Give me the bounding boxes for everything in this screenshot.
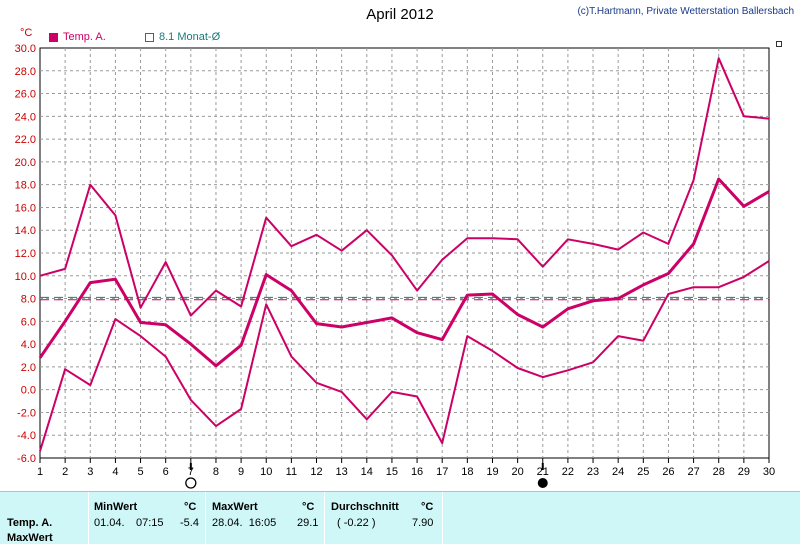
y-tick-label: 18.0 — [15, 180, 36, 192]
y-tick-label: 22.0 — [15, 134, 36, 146]
x-tick-label: 2 — [62, 466, 68, 478]
x-tick-label: 26 — [662, 466, 674, 478]
corner-box-icon — [776, 41, 782, 47]
x-tick-label: 8 — [213, 466, 219, 478]
y-tick-label: 28.0 — [15, 66, 36, 78]
max-datetime: 28.04. 16:05 — [212, 517, 277, 529]
x-tick-label: 19 — [486, 466, 498, 478]
table-divider — [324, 492, 325, 544]
x-tick-label: 13 — [336, 466, 348, 478]
stats-table: Temp. A. MaxWert MinWert °C 01.04. 07:15… — [0, 491, 800, 544]
x-tick-label: 10 — [260, 466, 272, 478]
legend-swatch-temp — [49, 32, 58, 42]
x-tick-label: 27 — [687, 466, 699, 478]
y-tick-label: -4.0 — [17, 430, 36, 442]
x-tick-label: 14 — [361, 466, 373, 478]
x-tick-label: 25 — [637, 466, 649, 478]
avg-diff: ( -0.22 ) — [337, 517, 376, 529]
x-tick-label: 16 — [411, 466, 423, 478]
table-divider — [205, 492, 206, 544]
y-axis-unit: °C — [20, 27, 33, 39]
x-tick-label: 7 — [188, 466, 194, 478]
avg-value: 7.90 — [412, 517, 434, 529]
x-tick-label: 1 — [37, 466, 43, 478]
temperature-chart: 30.028.026.024.022.020.018.016.014.012.0… — [15, 43, 775, 489]
min-header: MinWert — [94, 501, 138, 513]
y-tick-label: -6.0 — [17, 453, 36, 465]
max-header: MaxWert — [212, 501, 258, 513]
y-tick-label: -2.0 — [17, 407, 36, 419]
x-tick-label: 6 — [163, 466, 169, 478]
legend-average-label: 8.1 Monat-Ø — [159, 31, 221, 43]
y-tick-label: 26.0 — [15, 89, 36, 101]
series-line-mittel — [38, 177, 770, 368]
min-value: -5.4 — [180, 517, 199, 529]
x-tick-label: 4 — [112, 466, 118, 478]
avg-unit: °C — [421, 501, 434, 513]
x-tick-label: 23 — [587, 466, 599, 478]
x-tick-label: 22 — [562, 466, 574, 478]
legend-average: 8.1 Monat-Ø — [145, 31, 220, 43]
chart-title: April 2012 — [366, 6, 434, 23]
new-moon-icon — [537, 478, 548, 488]
legend-swatch-average — [145, 32, 154, 42]
x-tick-label: 15 — [386, 466, 398, 478]
copyright-credit: (c)T.Hartmann, Private Wetterstation Bal… — [577, 6, 794, 17]
y-tick-label: 20.0 — [15, 157, 36, 169]
full-moon-icon — [185, 477, 197, 489]
y-tick-label: 12.0 — [15, 248, 36, 260]
x-tick-label: 29 — [738, 466, 750, 478]
min-date: 01.04. — [94, 517, 125, 529]
x-tick-label: 30 — [763, 466, 775, 478]
x-tick-label: 12 — [310, 466, 322, 478]
y-tick-label: 16.0 — [15, 202, 36, 214]
x-tick-label: 18 — [461, 466, 473, 478]
max-value: 29.1 — [297, 517, 319, 529]
series-line-min — [39, 260, 770, 452]
row-label-temp: Temp. A. — [7, 517, 53, 529]
x-tick-label: 24 — [612, 466, 624, 478]
x-tick-label: 28 — [713, 466, 725, 478]
x-tick-label: 20 — [511, 466, 523, 478]
avg-header: Durchschnitt — [331, 501, 399, 513]
x-tick-label: 9 — [238, 466, 244, 478]
min-time: 07:15 — [136, 517, 164, 529]
y-tick-label: 0.0 — [21, 385, 36, 397]
max-unit: °C — [302, 501, 315, 513]
y-tick-label: 4.0 — [21, 339, 36, 351]
legend-temp-label: Temp. A. — [63, 31, 106, 43]
y-tick-label: 10.0 — [15, 271, 36, 283]
y-tick-label: 24.0 — [15, 111, 36, 123]
min-unit: °C — [184, 501, 197, 513]
x-tick-label: 21 — [537, 466, 549, 478]
row-label-maxwert: MaxWert — [7, 532, 53, 544]
y-tick-label: 2.0 — [21, 362, 36, 374]
series-line-max — [39, 57, 770, 317]
x-tick-label: 5 — [137, 466, 143, 478]
table-divider — [88, 492, 89, 544]
y-tick-label: 14.0 — [15, 225, 36, 237]
table-divider — [442, 492, 443, 544]
y-tick-label: 8.0 — [21, 294, 36, 306]
x-tick-label: 3 — [87, 466, 93, 478]
legend-temp: Temp. A. — [49, 31, 106, 43]
y-tick-label: 30.0 — [15, 43, 36, 55]
x-tick-label: 17 — [436, 466, 448, 478]
y-tick-label: 6.0 — [21, 316, 36, 328]
x-tick-label: 11 — [286, 466, 297, 478]
